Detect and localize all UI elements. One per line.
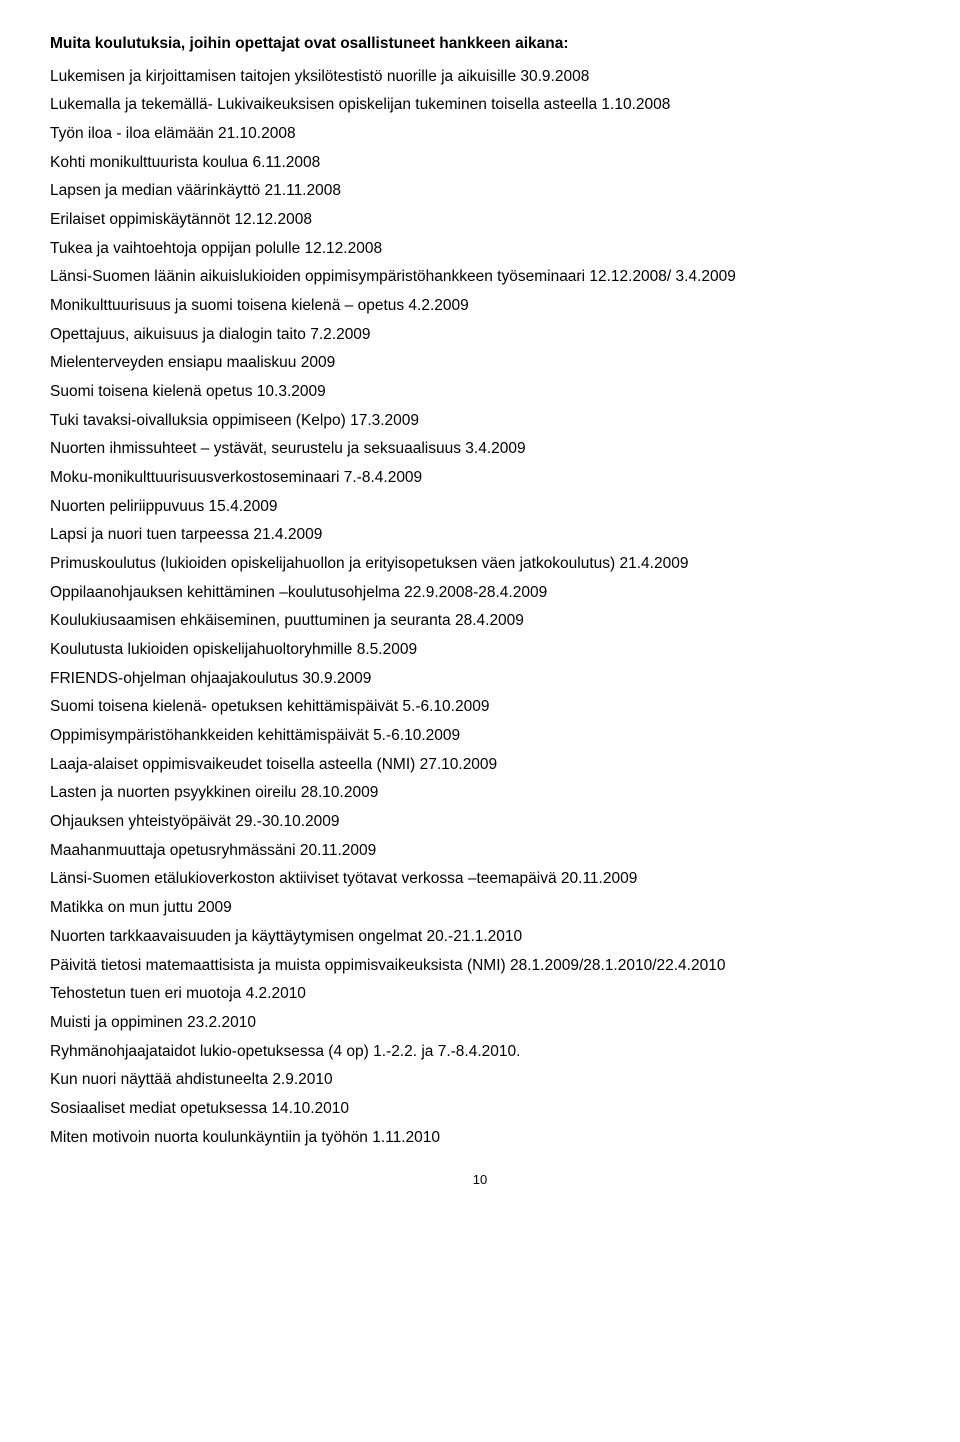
course-line: Lukemisen ja kirjoittamisen taitojen yks… [50, 63, 910, 92]
course-line: Lukemalla ja tekemällä- Lukivaikeuksisen… [50, 91, 910, 120]
course-line: Nuorten tarkkaavaisuuden ja käyttäytymis… [50, 923, 910, 952]
course-line: Ohjauksen yhteistyöpäivät 29.-30.10.2009 [50, 808, 910, 837]
course-line: Kun nuori näyttää ahdistuneelta 2.9.2010 [50, 1066, 910, 1095]
course-line: Miten motivoin nuorta koulunkäyntiin ja … [50, 1124, 910, 1153]
course-line: Oppilaanohjauksen kehittäminen –koulutus… [50, 579, 910, 608]
course-line: Päivitä tietosi matemaattisista ja muist… [50, 952, 910, 981]
course-line: Tuki tavaksi-oivalluksia oppimiseen (Kel… [50, 407, 910, 436]
course-line: Koulukiusaamisen ehkäiseminen, puuttumin… [50, 607, 910, 636]
course-line: Tukea ja vaihtoehtoja oppijan polulle 12… [50, 235, 910, 264]
course-line: Erilaiset oppimiskäytännöt 12.12.2008 [50, 206, 910, 235]
course-line: Matikka on mun juttu 2009 [50, 894, 910, 923]
course-line: Moku-monikulttuurisuusverkostoseminaari … [50, 464, 910, 493]
course-list: Lukemisen ja kirjoittamisen taitojen yks… [50, 63, 910, 1153]
course-line: Muisti ja oppiminen 23.2.2010 [50, 1009, 910, 1038]
course-line: Länsi-Suomen etälukioverkoston aktiivise… [50, 865, 910, 894]
course-line: Mielenterveyden ensiapu maaliskuu 2009 [50, 349, 910, 378]
page-number: 10 [50, 1168, 910, 1192]
course-line: Laaja-alaiset oppimisvaikeudet toisella … [50, 751, 910, 780]
course-line: Tehostetun tuen eri muotoja 4.2.2010 [50, 980, 910, 1009]
course-line: Lapsi ja nuori tuen tarpeessa 21.4.2009 [50, 521, 910, 550]
course-line: Nuorten peliriippuvuus 15.4.2009 [50, 493, 910, 522]
course-line: Koulutusta lukioiden opiskelijahuoltoryh… [50, 636, 910, 665]
section-heading: Muita koulutuksia, joihin opettajat ovat… [50, 30, 910, 59]
course-line: FRIENDS-ohjelman ohjaajakoulutus 30.9.20… [50, 665, 910, 694]
course-line: Opettajuus, aikuisuus ja dialogin taito … [50, 321, 910, 350]
course-line: Suomi toisena kielenä- opetuksen kehittä… [50, 693, 910, 722]
course-line: Länsi-Suomen läänin aikuislukioiden oppi… [50, 263, 910, 292]
course-line: Suomi toisena kielenä opetus 10.3.2009 [50, 378, 910, 407]
course-line: Lasten ja nuorten psyykkinen oireilu 28.… [50, 779, 910, 808]
course-line: Työn iloa - iloa elämään 21.10.2008 [50, 120, 910, 149]
course-line: Oppimisympäristöhankkeiden kehittämispäi… [50, 722, 910, 751]
course-line: Ryhmänohjaajataidot lukio-opetuksessa (4… [50, 1038, 910, 1067]
course-line: Primuskoulutus (lukioiden opiskelijahuol… [50, 550, 910, 579]
course-line: Lapsen ja median väärinkäyttö 21.11.2008 [50, 177, 910, 206]
course-line: Sosiaaliset mediat opetuksessa 14.10.201… [50, 1095, 910, 1124]
course-line: Monikulttuurisuus ja suomi toisena kiele… [50, 292, 910, 321]
course-line: Kohti monikulttuurista koulua 6.11.2008 [50, 149, 910, 178]
course-line: Maahanmuuttaja opetusryhmässäni 20.11.20… [50, 837, 910, 866]
course-line: Nuorten ihmissuhteet – ystävät, seuruste… [50, 435, 910, 464]
